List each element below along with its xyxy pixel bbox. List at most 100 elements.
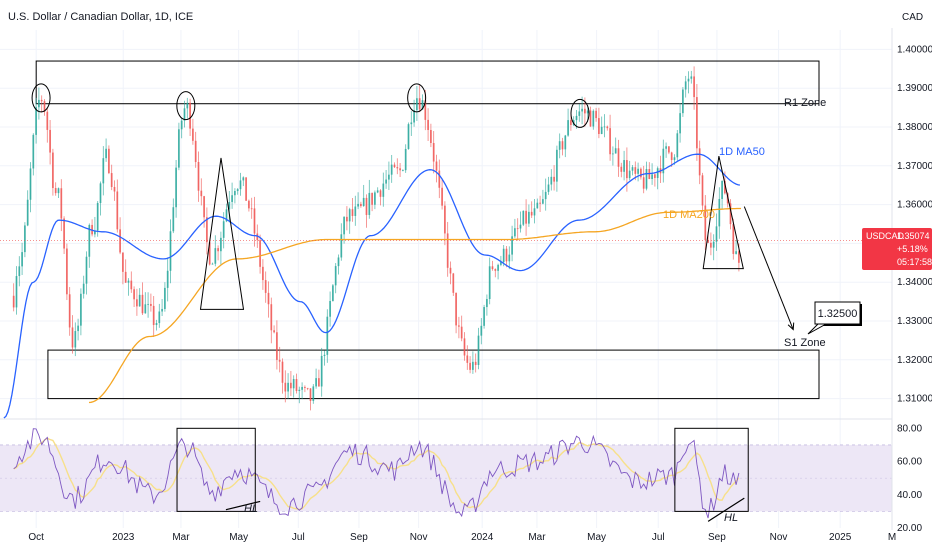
candle-body (709, 242, 712, 248)
projection-line (743, 206, 794, 330)
candle-body (225, 209, 228, 222)
candle-body (379, 190, 382, 197)
candle-body (396, 167, 399, 169)
hl-label-left: HL (244, 503, 258, 515)
currency-label[interactable]: CAD (902, 12, 923, 23)
x-tick-label: May (229, 532, 248, 543)
candle-body (499, 262, 502, 265)
candle-body (189, 102, 191, 129)
candle-body (208, 242, 211, 265)
x-tick-label: May (587, 532, 606, 543)
candle-body (57, 188, 60, 194)
candle-body (99, 183, 102, 204)
rsi-tick-label: 40.00 (897, 490, 922, 501)
candle-body (110, 173, 113, 187)
rsi-hl-line (707, 497, 745, 522)
candle-body (245, 177, 247, 201)
ma50-line (3, 153, 741, 419)
y-tick-label: 1.38000 (897, 122, 932, 133)
candle-body (281, 361, 284, 383)
candle-body (278, 359, 281, 362)
candle-body (287, 382, 289, 392)
candle-body (298, 389, 301, 392)
candle-body (718, 198, 721, 227)
x-tick-label: 2023 (112, 532, 135, 543)
candle-body (261, 266, 264, 281)
candle-body (18, 266, 21, 277)
price-badge-symbol: USDCAD (866, 231, 905, 241)
candle-body (494, 269, 497, 271)
candle-body (469, 362, 471, 370)
candle-body (239, 180, 242, 190)
candle-body (309, 388, 312, 401)
candle-body (707, 239, 709, 243)
candle-body (15, 276, 18, 308)
candle-body (687, 78, 690, 82)
candle-body (40, 99, 43, 102)
candle-body (158, 311, 161, 324)
candle-body (583, 108, 586, 114)
candle-body (144, 304, 147, 314)
candle-body (553, 176, 555, 182)
candle-body (480, 325, 483, 336)
candle-body (166, 270, 169, 288)
candle-body (441, 187, 443, 206)
candle-body (79, 293, 82, 326)
target-callout-pointer (807, 323, 828, 335)
candle-body (163, 287, 166, 309)
x-tick-label: 2025 (829, 532, 852, 543)
candle-body (704, 205, 707, 240)
candle-body (656, 168, 659, 178)
ma200-line (88, 207, 741, 404)
candle-body (387, 174, 390, 180)
candle-body (71, 327, 74, 348)
candle-body (600, 126, 603, 134)
candle-body (631, 167, 634, 171)
y-tick-label: 1.39000 (897, 83, 932, 94)
candle-body (32, 134, 35, 169)
candle-body (180, 120, 183, 130)
candle-body (60, 188, 63, 219)
candle-body (721, 181, 723, 199)
x-tick-label: Nov (770, 532, 788, 543)
candle-body (183, 108, 186, 121)
candle-body (712, 241, 715, 248)
candle-body (578, 111, 581, 116)
candle-body (667, 146, 670, 153)
rsi-ma-line (13, 437, 740, 511)
candle-body (525, 210, 527, 224)
rsi-box (176, 427, 256, 512)
candle-body (477, 335, 480, 365)
candle-body (295, 379, 298, 392)
candle-body (399, 168, 401, 171)
candle-body (222, 221, 225, 238)
candle-body (701, 175, 704, 206)
candle-body (329, 301, 331, 317)
candle-body (203, 196, 205, 218)
x-tick-label: Jul (292, 532, 305, 543)
candle-body (264, 280, 267, 293)
candle-body (43, 101, 46, 112)
candle-body (427, 119, 429, 130)
x-tick-label: M (888, 532, 896, 543)
candle-body (463, 338, 466, 356)
candle-body (639, 168, 642, 178)
circled-high (31, 83, 51, 113)
candle-body (502, 248, 505, 263)
candle-body (483, 307, 485, 326)
candle-body (673, 157, 676, 160)
candle-body (735, 251, 737, 254)
candle-body (359, 203, 362, 207)
candle-body (116, 191, 119, 230)
candle-body (191, 128, 194, 141)
zone-box (35, 60, 820, 105)
y-tick-label: 1.37000 (897, 161, 932, 172)
triangle-pattern (702, 155, 744, 270)
x-tick-label: Mar (172, 532, 190, 543)
candle-body (284, 382, 287, 392)
candle-body (102, 158, 105, 184)
candle-body (449, 267, 452, 274)
candle-body (527, 211, 530, 224)
candle-body (432, 143, 435, 162)
